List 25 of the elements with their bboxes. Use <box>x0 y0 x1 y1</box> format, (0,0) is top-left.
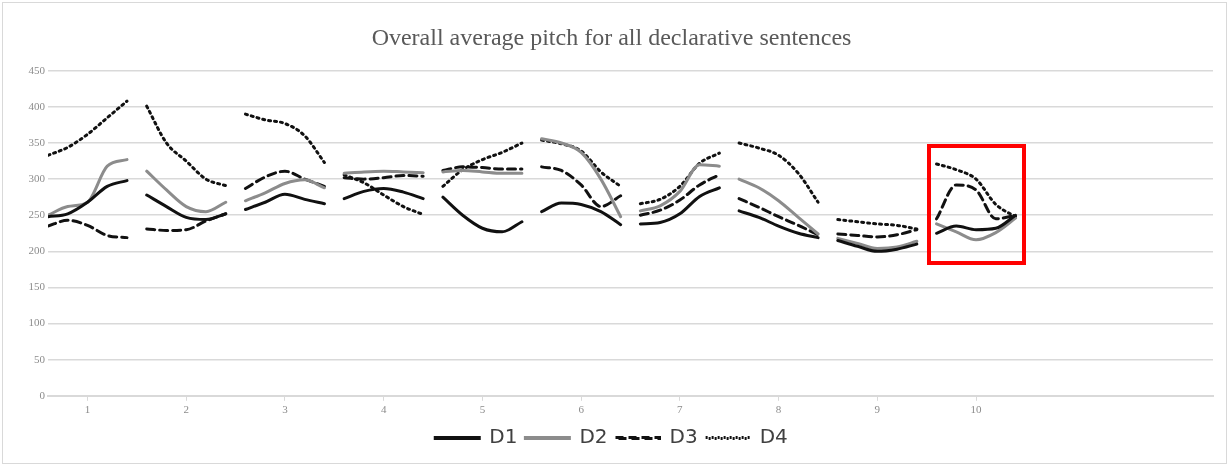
y-tick-label: 250 <box>28 208 46 221</box>
chart-title: Overall average pitch for all declarative sentences <box>371 23 852 50</box>
legend-label: D3 <box>669 424 698 449</box>
y-tick-label: 100 <box>28 316 46 329</box>
legend-label: D2 <box>579 424 608 449</box>
x-tick-label: 10 <box>970 403 983 416</box>
legend-label: D1 <box>489 424 518 449</box>
y-tick-label: 150 <box>28 280 46 293</box>
x-tick-label: 9 <box>874 403 881 416</box>
x-tick-label: 7 <box>677 403 684 416</box>
y-tick-label: 50 <box>34 352 46 365</box>
x-tick-label: 6 <box>578 403 585 416</box>
y-tick-label: 0 <box>39 388 46 401</box>
y-tick-label: 300 <box>28 172 46 185</box>
x-tick-label: 2 <box>183 403 189 416</box>
y-tick-label: 350 <box>28 135 46 148</box>
x-tick-label: 5 <box>479 403 486 416</box>
y-tick-label: 200 <box>28 244 46 257</box>
y-tick-label: 400 <box>28 99 46 112</box>
x-tick-label: 4 <box>380 403 387 416</box>
x-tick-label: 1 <box>84 403 91 416</box>
y-tick-label: 450 <box>28 63 46 76</box>
legend-label: D4 <box>759 424 788 449</box>
x-tick-label: 3 <box>282 403 289 416</box>
x-tick-label: 8 <box>775 403 782 416</box>
